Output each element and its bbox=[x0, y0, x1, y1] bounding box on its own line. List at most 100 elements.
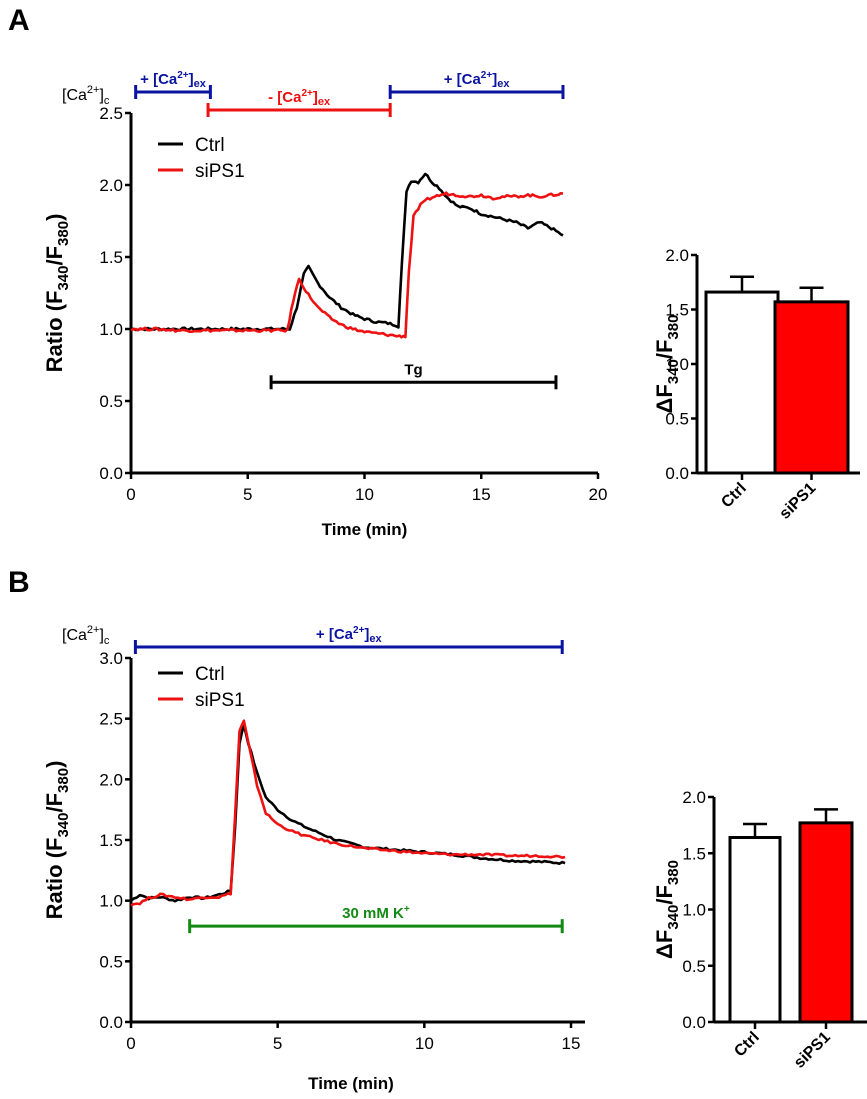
series-line-ctrl bbox=[130, 723, 566, 903]
trace-chart-b: 0.0 0.5 1.0 1.5 2.0 2.5 3.0 0 5 10 15 Time (min) Rat… bbox=[42, 624, 585, 1093]
legend-label-ctrl: Ctrl bbox=[195, 664, 225, 685]
x-tick-label: 15 bbox=[562, 1034, 581, 1053]
y-tick-label: 2.5 bbox=[99, 104, 123, 123]
y-tick-label: 0.0 bbox=[99, 1013, 123, 1032]
text-span: Tg bbox=[404, 361, 422, 378]
annotation-label-ca-plus-2: + [Ca2+]ex bbox=[444, 70, 511, 90]
superscript: 2+ bbox=[481, 70, 493, 81]
bar-ctrl bbox=[704, 290, 780, 475]
text-span: ] bbox=[99, 87, 103, 104]
cytosolic-calcium-label: [Ca2+]c bbox=[62, 84, 110, 107]
bar-chart-b: 0.0 0.5 1.0 1.5 2.0 ΔF340/F380 Ctrl siPS1 bbox=[652, 788, 867, 1072]
annotation-label-ca-plus-1: + [Ca2+]ex bbox=[140, 70, 207, 90]
superscript: 2+ bbox=[87, 84, 100, 96]
series-line-sips1 bbox=[130, 719, 566, 907]
subscript: 340 bbox=[55, 266, 72, 291]
y-tick-label: 2.5 bbox=[99, 710, 123, 729]
y-tick-label: 1.5 bbox=[99, 248, 123, 267]
text-span: Δ bbox=[652, 943, 677, 959]
y-tick-label: 0.5 bbox=[99, 392, 123, 411]
subscript: ex bbox=[194, 78, 207, 90]
text-span: ] bbox=[99, 627, 103, 644]
text-span: Δ bbox=[652, 398, 677, 414]
y-tick-label: 1.0 bbox=[665, 355, 689, 374]
text-span: ] bbox=[364, 626, 369, 643]
category-label-sips1: siPS1 bbox=[791, 1029, 834, 1072]
subscript: c bbox=[104, 95, 110, 107]
text-span: ) bbox=[42, 761, 67, 768]
trace-chart-a: 0.0 0.5 1.0 1.5 2.0 2.5 0 5 10 15 20 Time (min) Rati… bbox=[42, 70, 607, 539]
x-axis-title: Time (min) bbox=[308, 1074, 394, 1093]
subscript: 380 bbox=[55, 221, 72, 246]
x-tick-label: 0 bbox=[126, 485, 135, 504]
text-span: + [Ca bbox=[140, 71, 178, 88]
subscript: 340 bbox=[55, 813, 72, 838]
x-tick-label: 20 bbox=[589, 485, 608, 504]
annotation-label-ca-minus: - [Ca2+]ex bbox=[268, 88, 331, 108]
superscript: 2+ bbox=[87, 624, 100, 636]
x-axis-title: Time (min) bbox=[322, 520, 408, 539]
y-tick-label: 2.0 bbox=[665, 246, 689, 265]
x-tick-label: 5 bbox=[273, 1034, 282, 1053]
legend-label-ctrl: Ctrl bbox=[195, 135, 225, 156]
category-label-sips1: siPS1 bbox=[776, 480, 819, 523]
annotation-label-tg: Tg bbox=[404, 361, 422, 378]
text-span: /F bbox=[42, 246, 67, 266]
x-tick-label: 10 bbox=[415, 1034, 434, 1053]
bar-sips1 bbox=[798, 821, 854, 1024]
text-span: ) bbox=[42, 214, 67, 221]
text-span: F bbox=[652, 930, 677, 943]
text-span: Ratio (F bbox=[42, 291, 67, 373]
subscript: ex bbox=[318, 96, 331, 108]
x-tick-label: 10 bbox=[355, 485, 374, 504]
superscript: 2+ bbox=[177, 70, 189, 81]
y-tick-label: 0.5 bbox=[665, 410, 689, 429]
y-axis-title: ΔF340/F380 bbox=[652, 315, 682, 414]
y-tick-label: 1.5 bbox=[682, 844, 706, 863]
x-tick-label: 0 bbox=[126, 1034, 135, 1053]
text-span: /F bbox=[652, 340, 677, 360]
text-span: 30 mM K bbox=[342, 905, 404, 922]
panel-letter-b: B bbox=[8, 566, 30, 599]
y-axis-title: Ratio (F340/F380) bbox=[42, 214, 72, 373]
y-axis-title: ΔF340/F380 bbox=[652, 860, 682, 959]
subscript: ex bbox=[369, 633, 382, 645]
subscript: 340 bbox=[665, 905, 682, 930]
category-label-ctrl: Ctrl bbox=[731, 1029, 763, 1061]
y-tick-label: 1.0 bbox=[682, 901, 706, 920]
y-tick-label: 0.0 bbox=[665, 464, 689, 483]
subscript: 340 bbox=[665, 359, 682, 384]
text-span: ] bbox=[313, 89, 318, 106]
text-span: ] bbox=[189, 71, 194, 88]
y-tick-label: 0.0 bbox=[682, 1013, 706, 1032]
category-label-ctrl: Ctrl bbox=[718, 480, 750, 512]
annotation-label-ca-plus: + [Ca2+]ex bbox=[316, 625, 383, 645]
y-tick-label: 2.0 bbox=[99, 770, 123, 789]
y-tick-label: 3.0 bbox=[99, 649, 123, 668]
text-span: Ratio (F bbox=[42, 838, 67, 920]
superscript: 2+ bbox=[353, 625, 365, 636]
y-tick-label: 2.0 bbox=[682, 788, 706, 807]
y-tick-label: 0.5 bbox=[99, 952, 123, 971]
subscript: 380 bbox=[665, 315, 682, 340]
panel-letter-a: A bbox=[8, 4, 30, 37]
subscript: 380 bbox=[55, 768, 72, 793]
text-span: + [Ca bbox=[316, 626, 354, 643]
y-tick-label: 1.5 bbox=[99, 831, 123, 850]
text-span: F bbox=[652, 384, 677, 397]
text-span: /F bbox=[42, 793, 67, 813]
bar-ctrl bbox=[728, 836, 782, 1024]
y-tick-label: 1.5 bbox=[665, 301, 689, 320]
y-tick-label: 1.0 bbox=[99, 892, 123, 911]
superscript: + bbox=[404, 904, 410, 915]
x-tick-label: 15 bbox=[472, 485, 491, 504]
y-tick-label: 0.5 bbox=[682, 957, 706, 976]
text-span: [Ca bbox=[62, 87, 87, 104]
subscript: ex bbox=[497, 78, 510, 90]
text-span: [Ca bbox=[62, 627, 87, 644]
bar-sips1 bbox=[773, 300, 850, 475]
subscript: 380 bbox=[665, 860, 682, 885]
legend-label-sips1: siPS1 bbox=[195, 690, 245, 711]
series-line-sips1 bbox=[130, 191, 564, 339]
x-tick-label: 5 bbox=[243, 485, 252, 504]
